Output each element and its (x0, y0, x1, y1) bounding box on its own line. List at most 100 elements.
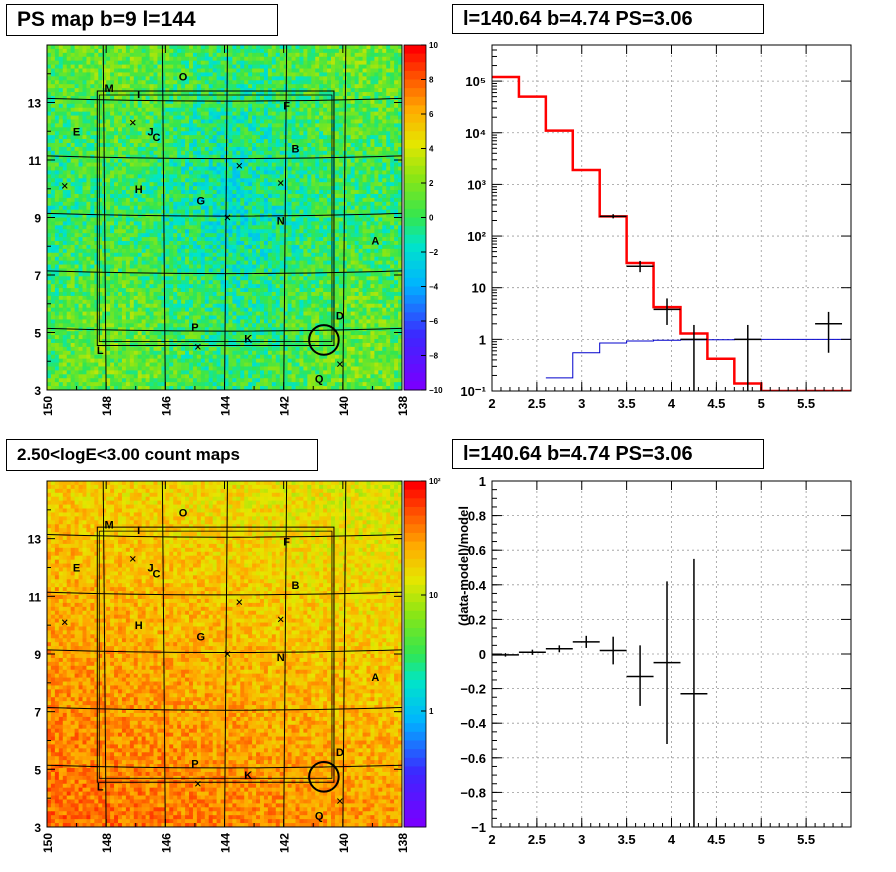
heatmap-cell (114, 135, 119, 140)
heatmap-cell (137, 260, 143, 266)
heatmap-cell (244, 48, 249, 54)
heatmap-cell (94, 119, 99, 125)
heatmap-cell (232, 119, 237, 125)
heatmap-cell (220, 162, 226, 168)
heatmap-cell (370, 174, 375, 179)
heatmap-cell (208, 237, 214, 242)
heatmap-cell (315, 178, 320, 183)
heatmap-cell (334, 76, 340, 81)
heatmap-cell (366, 80, 372, 85)
heatmap-cell (157, 68, 162, 74)
heatmap-cell (275, 103, 281, 109)
heatmap-cell (216, 166, 222, 172)
heatmap-cell (319, 193, 324, 199)
heatmap-cell (157, 186, 162, 191)
heatmap-cell (311, 170, 316, 175)
heatmap-cell (260, 72, 265, 77)
heatmap-cell (90, 233, 95, 238)
heatmap-cell (110, 76, 115, 81)
heatmap-cell (70, 178, 76, 183)
heatmap-cell (106, 241, 111, 246)
heatmap-cell (189, 146, 194, 152)
heatmap-cell (327, 248, 332, 254)
heatmap-cell (208, 123, 214, 128)
heatmap-cell (153, 221, 159, 226)
heatmap-cell (204, 205, 210, 211)
heatmap-cell (256, 143, 261, 148)
heatmap-cell (82, 197, 88, 203)
heatmap-cell (390, 80, 395, 85)
heatmap-cell (327, 256, 332, 262)
heatmap-cell (327, 80, 332, 85)
heatmap-cell (54, 190, 60, 195)
heatmap-cell (342, 201, 348, 207)
heatmap-cell (78, 131, 84, 136)
heatmap-cell (129, 213, 135, 219)
heatmap-cell (149, 225, 155, 230)
heatmap-cell (181, 52, 186, 58)
heatmap-cell (133, 131, 139, 136)
heatmap-cell (196, 154, 202, 160)
heatmap-cell (165, 107, 170, 113)
heatmap-cell (50, 225, 56, 230)
heatmap-cell (398, 68, 402, 74)
heatmap-cell (82, 131, 88, 136)
heatmap-cell (78, 52, 84, 58)
heatmap-cell (398, 162, 402, 168)
heatmap-cell (252, 221, 257, 226)
heatmap-cell (204, 237, 210, 242)
heatmap-cell (279, 201, 285, 207)
heatmap-cell (303, 166, 308, 172)
heatmap-cell (181, 64, 186, 70)
heatmap-cell (114, 174, 119, 179)
heatmap-cell (129, 84, 135, 89)
heatmap-cell (331, 143, 336, 148)
heatmap-cell (125, 221, 131, 226)
heatmap-cell (358, 80, 364, 85)
heatmap-cell (58, 256, 64, 262)
heatmap-cell (149, 72, 155, 77)
heatmap-cell (90, 158, 95, 164)
heatmap-cell (110, 139, 115, 144)
heatmap-cell (200, 64, 206, 70)
heatmap-cell (196, 131, 202, 136)
heatmap-cell (114, 193, 119, 199)
heatmap-cell (279, 76, 285, 81)
heatmap-cell (244, 52, 249, 58)
heatmap-cell (114, 162, 119, 168)
heatmap-cell (110, 68, 115, 74)
heatmap-cell (157, 72, 162, 77)
heatmap-cell (287, 48, 293, 54)
heatmap-cell (189, 170, 194, 175)
heatmap-cell (66, 182, 72, 187)
heatmap-cell (145, 111, 151, 117)
heatmap-cell (390, 99, 395, 105)
heatmap-cell (390, 103, 395, 109)
heatmap-cell (354, 111, 360, 117)
heatmap-cell (366, 244, 372, 250)
heatmap-cell (177, 150, 182, 156)
heatmap-cell (125, 166, 131, 172)
heatmap-cell (307, 92, 312, 97)
heatmap-cell (208, 170, 214, 175)
heatmap-cell (378, 56, 383, 62)
heatmap-cell (346, 170, 352, 175)
heatmap-cell (157, 135, 162, 140)
heatmap-cell (173, 150, 178, 156)
heatmap-cell (204, 221, 210, 226)
heatmap-cell (342, 52, 348, 58)
heatmap-cell (240, 84, 245, 89)
heatmap-cell (102, 256, 107, 262)
heatmap-cell (260, 225, 265, 230)
heatmap-cell (177, 56, 182, 62)
heatmap-cell (220, 84, 226, 89)
heatmap-cell (204, 139, 210, 144)
heatmap-cell (244, 95, 249, 101)
heatmap-cell (279, 197, 285, 203)
heatmap-cell (244, 197, 249, 203)
heatmap-cell (47, 72, 52, 77)
heatmap-cell (118, 248, 123, 254)
heatmap-cell (252, 80, 257, 85)
heatmap-cell (118, 225, 123, 230)
heatmap-cell (169, 92, 174, 97)
